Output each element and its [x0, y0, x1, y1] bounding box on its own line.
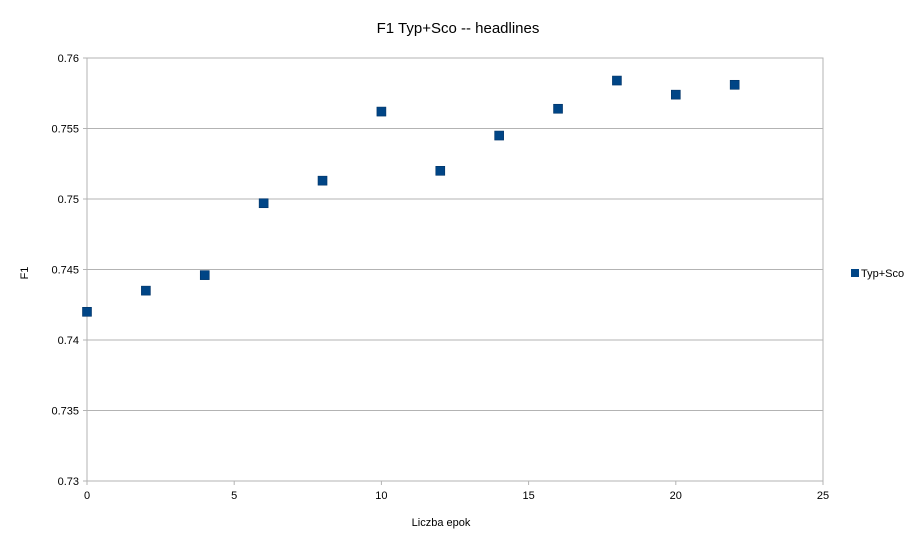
chart-title: F1 Typ+Sco -- headlines — [377, 20, 540, 37]
x-axis-label: Liczba epok — [412, 517, 471, 529]
data-point — [82, 306, 92, 317]
data-point — [553, 103, 563, 114]
data-point — [494, 130, 504, 141]
data-point — [670, 89, 681, 100]
grid-lines — [87, 57, 823, 482]
legend-marker-typ-sco — [851, 269, 859, 277]
x-tick-label: 20 — [670, 490, 682, 502]
data-point — [141, 285, 151, 296]
x-tick-label: 15 — [522, 490, 534, 502]
y-tick-label: 0.745 — [51, 265, 79, 277]
data-points — [82, 75, 740, 317]
legend: Typ+Sco — [851, 268, 904, 280]
data-point — [376, 106, 387, 117]
y-tick-label: 0.75 — [58, 194, 79, 206]
x-tick-label: 0 — [84, 490, 90, 502]
legend-label: Typ+Sco — [861, 268, 904, 280]
data-point — [317, 175, 328, 186]
y-tick-label: 0.755 — [51, 124, 79, 136]
y-axis-ticks: 0.73 0.735 0.74 0.745 0.75 0.755 0.76 — [51, 53, 87, 488]
x-tick-label: 10 — [375, 490, 387, 502]
x-tick-label: 25 — [817, 490, 829, 502]
data-point — [729, 79, 740, 90]
y-tick-label: 0.74 — [58, 335, 79, 347]
data-point — [612, 75, 622, 86]
y-tick-label: 0.76 — [58, 53, 79, 65]
x-tick-label: 5 — [231, 490, 237, 502]
x-axis-ticks: 0 5 10 15 20 25 — [84, 481, 829, 502]
data-point — [435, 166, 446, 176]
y-axis-label: F1 — [19, 267, 31, 280]
data-point — [199, 270, 210, 280]
data-point — [258, 198, 269, 209]
y-tick-label: 0.73 — [58, 476, 79, 488]
y-tick-label: 0.735 — [51, 406, 79, 418]
